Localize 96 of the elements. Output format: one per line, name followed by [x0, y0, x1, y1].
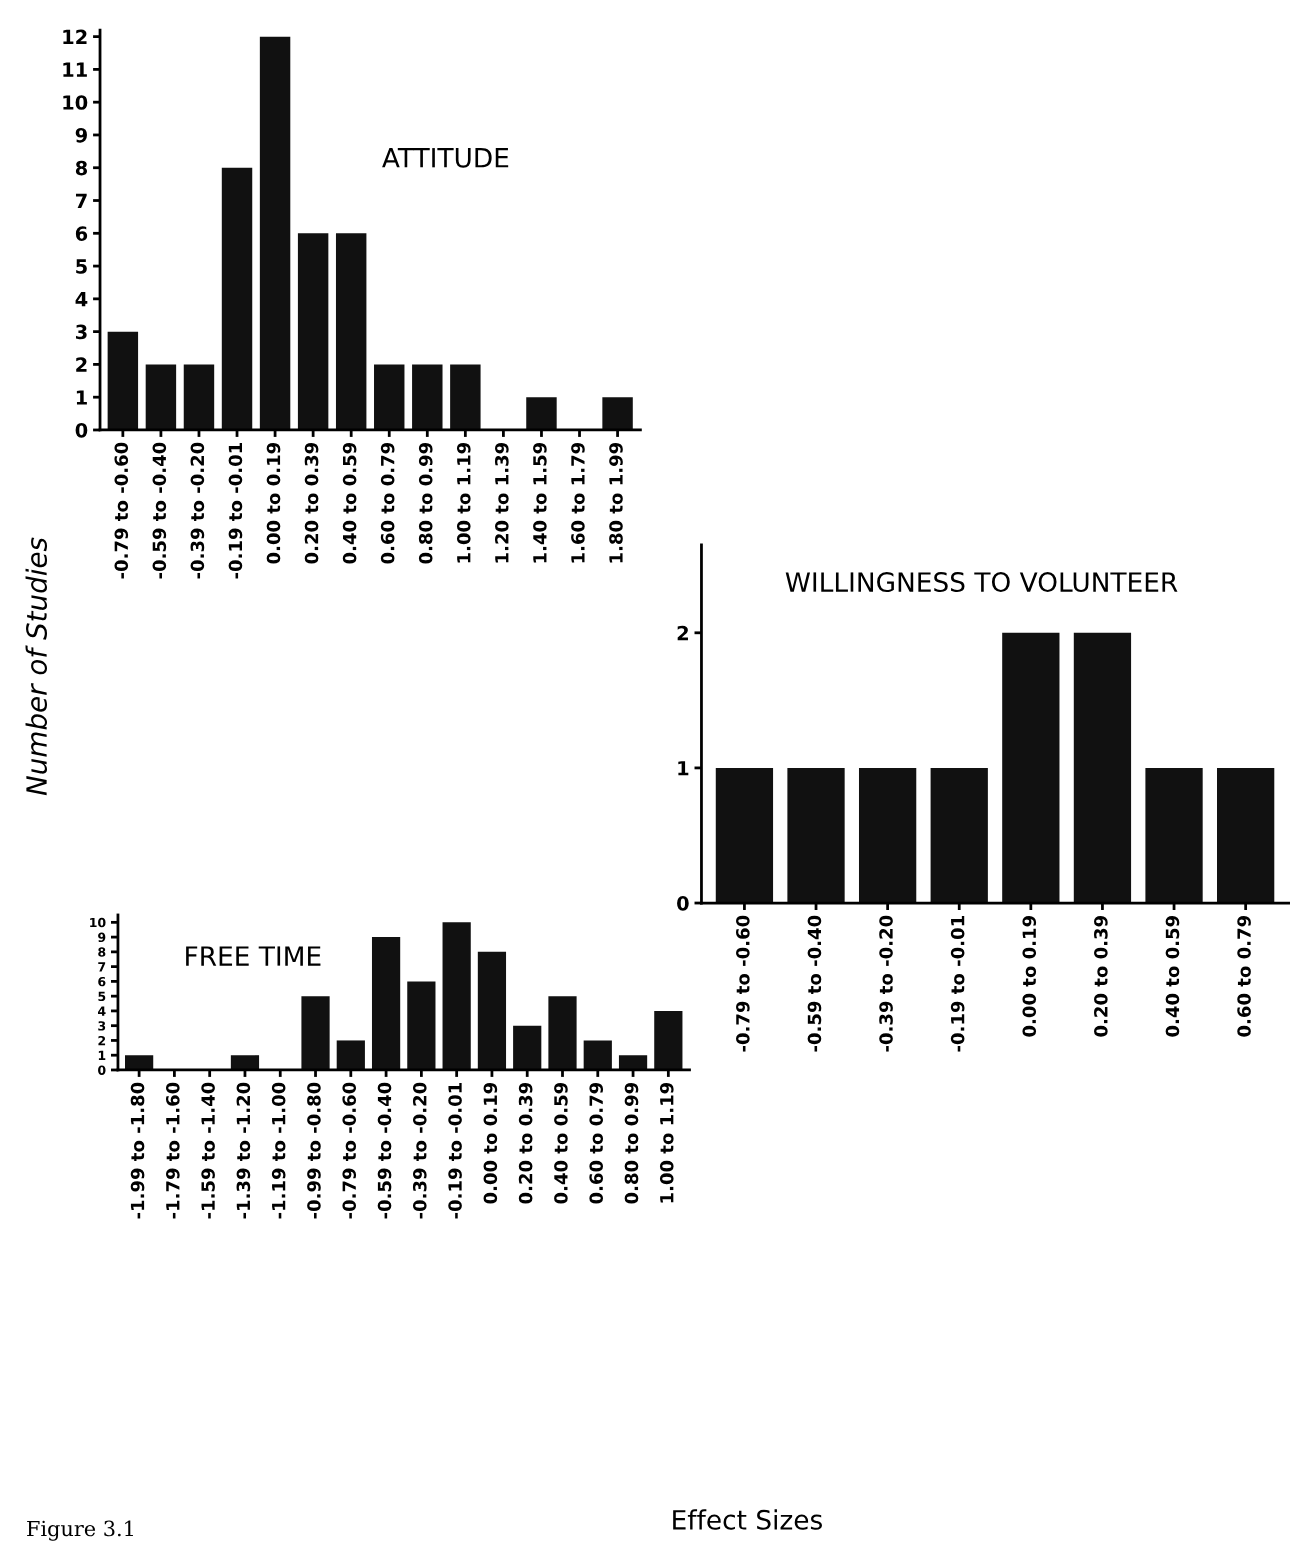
x-tick-label: 0.20 to 0.39 — [304, 442, 319, 564]
bar — [145, 364, 177, 430]
x-tick-label: -0.39 to -0.20 — [412, 1082, 427, 1219]
y-tick-label: 6 — [98, 976, 106, 987]
y-tick-label: 0 — [98, 1065, 106, 1075]
bar — [412, 364, 443, 430]
y-tick-label: 7 — [75, 193, 87, 208]
bar — [183, 364, 215, 430]
y-tick-label: 4 — [98, 1006, 106, 1016]
x-tick-label: -0.39 to -0.20 — [190, 442, 205, 579]
y-tick-label: 0 — [75, 422, 88, 438]
x-tick-label: 0.40 to 0.59 — [1165, 915, 1180, 1037]
y-tick-label: 2 — [98, 1035, 106, 1046]
caption: Figure 3.1 — [27, 1520, 133, 1541]
y-tick-label: 4 — [75, 292, 88, 307]
x-tick-label: 1.80 to 1.99 — [609, 442, 623, 563]
x-tick-label: -0.79 to -0.60 — [342, 1082, 357, 1219]
x-tick-label: -1.39 to -1.20 — [236, 1082, 251, 1219]
y-axis-title: Number of Studies — [25, 537, 48, 796]
y-tick-label: 9 — [75, 127, 87, 143]
x-tick-label: 0.00 to 0.19 — [483, 1082, 498, 1204]
x-tick-label: -0.39 to -0.20 — [879, 915, 893, 1052]
x-tick-label: -0.59 to -0.40 — [152, 442, 167, 579]
x-tick-label: 0.80 to 0.99 — [624, 1082, 639, 1204]
bar — [259, 36, 291, 430]
bar — [371, 937, 401, 1070]
bar — [125, 1055, 154, 1070]
bar — [407, 981, 436, 1070]
x-tick-label: 1.00 to 1.19 — [456, 442, 471, 563]
text: WILLINGNESS TO VOLUNTEER — [785, 572, 1178, 593]
bar — [513, 1025, 542, 1070]
y-tick-label: 9 — [98, 932, 106, 943]
y-tick-label: 8 — [98, 947, 106, 957]
y-tick-label: 1 — [98, 1050, 106, 1060]
x-tick-label: -0.59 to -0.40 — [377, 1082, 392, 1219]
y-tick-label: 5 — [76, 259, 87, 274]
x-tick-label: -0.79 to -0.60 — [114, 442, 129, 579]
y-tick-label: 2 — [677, 625, 688, 641]
x-tick-label: 0.60 to 0.79 — [380, 442, 395, 564]
x-tick-label: 0.00 to 0.19 — [266, 442, 281, 564]
x-tick-label: -0.99 to -0.80 — [307, 1082, 321, 1219]
x-tick-label: -0.19 to -0.01 — [448, 1083, 462, 1219]
bar — [548, 996, 577, 1070]
x-tick-label: -1.19 to -1.00 — [271, 1082, 286, 1219]
bar — [442, 922, 471, 1070]
bar — [107, 331, 139, 430]
bar — [374, 364, 405, 430]
x-tick-label: 0.60 to 0.79 — [1237, 915, 1251, 1037]
x-tick-label: 0.40 to 0.59 — [342, 442, 357, 564]
y-tick-label: 6 — [75, 226, 88, 241]
x-tick-label: -0.79 to -0.60 — [736, 915, 750, 1052]
x-tick-label: 0.20 to 0.39 — [518, 1082, 533, 1204]
bar — [583, 1040, 612, 1070]
y-tick-label: 1 — [76, 390, 87, 405]
x-tick-label: -1.79 to -1.60 — [165, 1082, 180, 1219]
x-tick-label: -0.59 to -0.40 — [807, 915, 822, 1052]
x-axis-title: Effect Sizes — [673, 1509, 822, 1530]
x-tick-label: 1.60 to 1.79 — [571, 442, 585, 563]
x-tick-label: -1.99 to -1.80 — [130, 1082, 145, 1219]
x-tick-label: 1.40 to 1.59 — [533, 442, 547, 563]
y-tick-label: 1 — [678, 761, 689, 776]
x-tick-label: 0.80 to 0.99 — [418, 442, 433, 564]
x-tick-label: -0.19 to -0.01 — [950, 916, 965, 1052]
x-tick-label: 0.20 to 0.39 — [1094, 915, 1108, 1037]
y-tick-label: 5 — [98, 991, 106, 1002]
bar — [230, 1055, 260, 1070]
y-tick-label: 10 — [63, 95, 88, 110]
y-tick-label: 12 — [63, 29, 87, 45]
bar — [297, 233, 329, 430]
y-tick-label: 2 — [76, 357, 87, 372]
x-tick-label: -1.59 to -1.40 — [201, 1082, 215, 1219]
bar — [221, 167, 253, 430]
y-tick-label: 8 — [75, 160, 88, 176]
y-tick-label: 3 — [98, 1021, 106, 1031]
x-tick-label: 0.00 to 0.19 — [1022, 915, 1037, 1037]
bar — [336, 1040, 365, 1070]
x-tick-label: -0.19 to -0.01 — [228, 443, 243, 579]
x-tick-label: 1.00 to 1.19 — [659, 1082, 674, 1203]
bar — [301, 996, 330, 1070]
bar — [618, 1055, 648, 1070]
y-tick-label: 10 — [90, 917, 106, 928]
y-tick-label: 3 — [75, 324, 87, 340]
y-tick-label: 0 — [677, 895, 689, 911]
bar — [335, 233, 367, 430]
bar — [477, 951, 507, 1070]
bar — [602, 397, 633, 430]
bar — [450, 364, 481, 430]
text: ATTITUDE — [382, 148, 509, 168]
bar — [654, 1010, 683, 1070]
bar — [526, 397, 557, 430]
x-tick-label: 0.40 to 0.59 — [554, 1082, 568, 1204]
y-tick-label: 7 — [98, 962, 106, 972]
x-tick-label: 0.60 to 0.79 — [589, 1082, 604, 1204]
text: FREE TIME — [186, 946, 321, 966]
y-tick-label: 11 — [63, 62, 87, 77]
x-tick-label: 1.20 to 1.39 — [494, 442, 509, 563]
